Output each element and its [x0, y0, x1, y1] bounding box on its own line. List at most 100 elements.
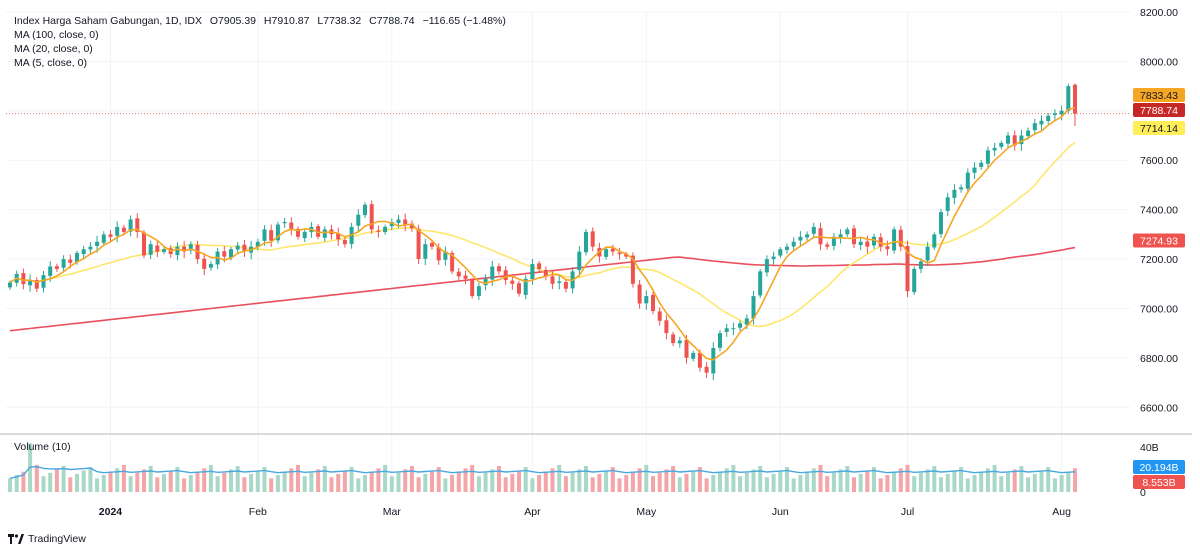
ma100-label: MA (100, close, 0) [14, 29, 99, 41]
price-tick-label: 7200.00 [1140, 254, 1178, 266]
volume-bar [557, 464, 562, 492]
candle [718, 330, 722, 352]
candle-body [115, 226, 120, 236]
candle-body [61, 259, 66, 268]
candle [892, 226, 897, 254]
candle-body [651, 294, 655, 311]
candle-body [945, 197, 950, 211]
volume-bar [497, 466, 501, 492]
candle-body [771, 256, 776, 260]
chart-legend: Index Harga Saham Gabungan, 1D, IDX O790… [14, 14, 511, 70]
volume-bar [282, 471, 287, 492]
candle [363, 202, 367, 219]
volume-bar [771, 473, 776, 492]
candle-body [691, 352, 696, 359]
candle-body [476, 286, 481, 297]
volume-bar [671, 466, 676, 492]
candle [584, 229, 588, 256]
volume-bar [818, 464, 823, 492]
ohlc-low: L7738.32 [317, 15, 362, 27]
volume-bar [309, 472, 314, 492]
volume-bar [892, 471, 897, 492]
candle-body [503, 270, 508, 281]
candle [88, 242, 93, 255]
candle [1019, 129, 1024, 151]
candle-body [188, 244, 193, 251]
candle-body [456, 271, 461, 277]
candle [979, 160, 984, 170]
candle [617, 247, 622, 260]
candle-body [939, 212, 943, 235]
candle-body [537, 263, 542, 269]
candle [503, 266, 508, 285]
ma5-price-badge: 7833.43 [1133, 88, 1185, 102]
candle-body [430, 243, 434, 247]
volume-bar [657, 472, 662, 492]
candle-body [731, 328, 736, 330]
candle-body [959, 187, 964, 190]
candle-body [865, 241, 870, 247]
ohlc-open: O7905.39 [209, 15, 256, 27]
price-tick-label: 7600.00 [1140, 155, 1178, 167]
candle [1039, 115, 1044, 131]
volume-bar [878, 478, 883, 492]
candle-body [610, 248, 615, 252]
volume-bar [61, 466, 66, 492]
candle-body [389, 222, 394, 227]
candle [691, 350, 696, 362]
candle [155, 240, 160, 258]
candle [999, 140, 1004, 150]
candle-body [624, 254, 629, 257]
volume-bar [791, 478, 796, 492]
volume-bar [1039, 470, 1044, 492]
candle-body [162, 249, 166, 252]
price-tick-label: 7000.00 [1140, 303, 1178, 315]
candle-body [744, 318, 749, 325]
candle-body [463, 275, 468, 279]
candle [831, 233, 836, 251]
volume-bar [979, 471, 984, 492]
candle [657, 307, 662, 326]
volume-bar [188, 475, 193, 492]
volume-bar [289, 468, 294, 492]
ma20-label: MA (20, close, 0) [14, 43, 93, 55]
candle-body [68, 259, 73, 263]
tradingview-icon [8, 534, 24, 544]
candle [302, 228, 307, 243]
candle-body [644, 296, 649, 304]
candle-body [617, 252, 622, 255]
volume-bar [1073, 468, 1077, 492]
ma100-price-badge: 7274.93 [1133, 233, 1185, 248]
candle-body [142, 232, 146, 256]
candle [497, 263, 501, 275]
volume-bar [945, 473, 950, 492]
candle-body [275, 224, 280, 241]
volume-bar [168, 470, 173, 492]
volume-ma-badge: 20.194B [1133, 460, 1185, 474]
volume-bar [684, 473, 689, 492]
volume-bar [577, 469, 582, 492]
candle-body [992, 147, 997, 151]
candle [758, 268, 763, 299]
volume-bar [764, 477, 769, 492]
candle-body [905, 246, 910, 292]
volume-tick-label: 0 [1140, 487, 1146, 499]
candle-body [1026, 130, 1031, 136]
volume-bar [235, 466, 240, 492]
candle [430, 240, 434, 250]
volume-bar [162, 473, 166, 492]
volume-bar [523, 467, 528, 492]
candle [543, 266, 548, 281]
volume-bar [905, 464, 910, 492]
candle-body [825, 244, 830, 247]
candle [423, 238, 428, 266]
candle-body [852, 228, 856, 245]
candle [162, 247, 166, 255]
volume-bar [229, 469, 233, 492]
volume-bar [403, 469, 408, 492]
candle [61, 255, 66, 273]
candle [925, 241, 930, 267]
tradingview-logo: TradingView [8, 533, 86, 545]
ma20-line [9, 141, 1076, 328]
